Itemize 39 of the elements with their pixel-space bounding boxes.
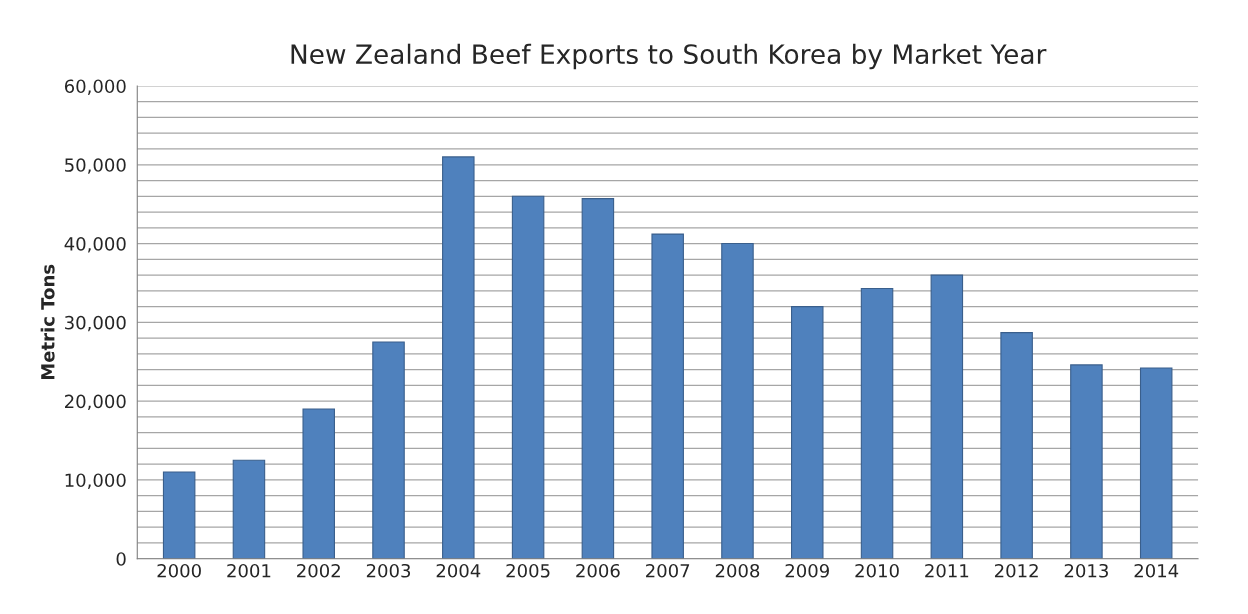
x-tick-label: 2002 xyxy=(297,563,340,578)
bar xyxy=(860,287,894,559)
bar xyxy=(1070,364,1103,559)
x-tick-label: 2008 xyxy=(715,563,760,578)
x-tick-label: 2012 xyxy=(994,563,1038,578)
bar xyxy=(511,195,545,559)
y-tick-label: 10,000 xyxy=(65,473,126,489)
x-tick-label: 2009 xyxy=(785,563,829,578)
x-tick-label: 2004 xyxy=(436,563,481,578)
y-tick-label: 40,000 xyxy=(64,237,126,253)
bar xyxy=(581,198,615,559)
x-tick-label: 2000 xyxy=(157,563,201,578)
chart-title: New Zealand Beef Exports to South Korea by Market Year xyxy=(291,43,1047,70)
bar xyxy=(372,341,405,559)
y-tick-label: 60,000 xyxy=(64,79,126,95)
bar xyxy=(162,471,196,559)
x-tick-label: 2003 xyxy=(366,563,411,578)
bar xyxy=(651,233,684,559)
y-tick-label: 50,000 xyxy=(65,158,126,174)
bar xyxy=(442,156,475,559)
y-tick-label: 20,000 xyxy=(65,394,126,411)
bar xyxy=(930,274,964,559)
bar xyxy=(232,459,266,559)
x-tick-label: 2010 xyxy=(855,563,899,578)
y-axis-title: Metric Tons xyxy=(40,264,55,380)
x-tick-label: 2001 xyxy=(227,563,271,578)
x-tick-label: 2006 xyxy=(576,563,620,578)
y-tick-label: 0 xyxy=(116,552,126,566)
x-tick-label: 2014 xyxy=(1134,563,1179,578)
bar xyxy=(302,408,335,559)
x-tick-label: 2005 xyxy=(506,563,550,578)
bar xyxy=(1139,367,1173,559)
bar xyxy=(721,242,754,559)
x-tick-label: 2013 xyxy=(1064,563,1108,578)
y-tick-label: 30,000 xyxy=(65,315,126,332)
bar xyxy=(1000,332,1033,559)
x-tick-label: 2011 xyxy=(925,563,969,578)
bar xyxy=(791,306,824,559)
x-tick-label: 2007 xyxy=(646,563,690,578)
